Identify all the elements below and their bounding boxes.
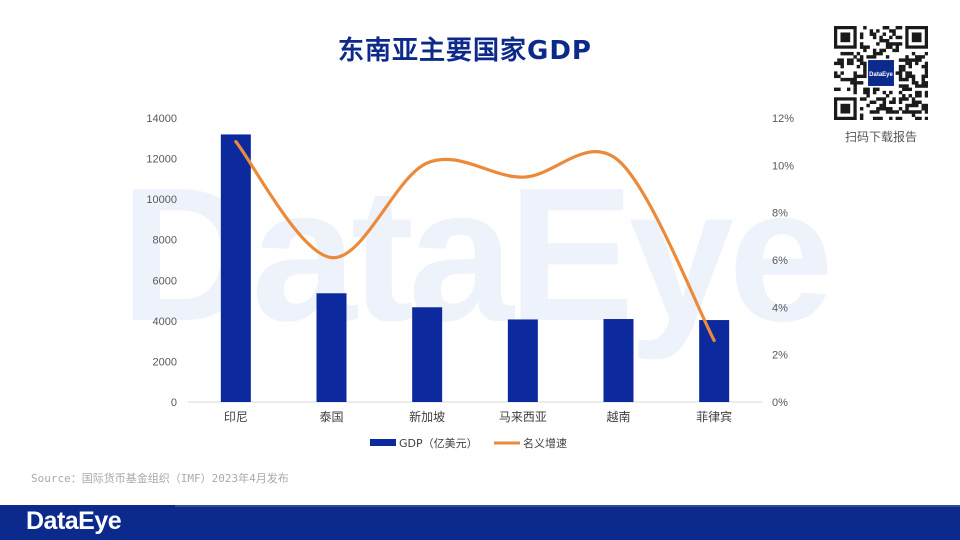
legend-label-gdp: GDP（亿美元） xyxy=(399,437,478,450)
x-tick-label: 泰国 xyxy=(319,410,343,424)
y-left-tick-label: 8000 xyxy=(153,235,177,247)
gdp-chart: 0 2000 4000 6000 8000 10000 12000 14000 0% 2% 4% 6%… xyxy=(146,113,794,450)
qr-caption: 扫码下载报告 xyxy=(844,130,917,144)
legend-label-growth: 名义增速 xyxy=(523,436,567,450)
page-title: 东南亚主要国家GDP xyxy=(338,36,592,66)
legend: GDP（亿美元） 名义增速 xyxy=(370,436,567,450)
x-tick-label: 菲律宾 xyxy=(696,409,732,424)
y-left-tick-label: 6000 xyxy=(153,275,177,287)
y-right-tick-label: 12% xyxy=(772,113,794,125)
y-right-tick-label: 2% xyxy=(772,350,788,362)
x-tick-label: 越南 xyxy=(606,409,630,424)
y-right-tick-label: 10% xyxy=(772,160,794,172)
legend-swatch-bar xyxy=(370,439,396,446)
footer-logo: DataEye xyxy=(26,507,122,535)
y-left-tick-label: 14000 xyxy=(146,113,177,125)
source-note: Source：国际货币基金组织（IMF）2023年4月发布 xyxy=(31,472,289,485)
bar-新加坡 xyxy=(412,307,443,402)
footer-divider xyxy=(175,505,960,507)
bar-马来西亚 xyxy=(507,319,538,402)
y-left-tick-label: 2000 xyxy=(153,356,177,368)
qr-finder-3 xyxy=(834,97,857,120)
bar-越南 xyxy=(603,319,634,402)
y-right-tick-label: 6% xyxy=(772,255,788,267)
growth-line xyxy=(234,140,716,343)
bar-泰国 xyxy=(316,293,347,402)
qr-center-label: DataEye xyxy=(869,72,893,78)
y-left-tick-label: 4000 xyxy=(153,316,177,328)
y-left-tick-label: 10000 xyxy=(146,194,177,206)
bar-菲律宾 xyxy=(699,320,730,402)
y-right-tick-label: 8% xyxy=(772,208,788,220)
footer-bar: DataEye xyxy=(0,505,960,540)
x-tick-label: 新加坡 xyxy=(409,409,445,424)
qr-code[interactable]: DataEye xyxy=(834,26,928,120)
y-right-tick-label: 0% xyxy=(772,397,788,409)
x-tick-label: 印尼 xyxy=(224,410,248,424)
y-right-tick-label: 4% xyxy=(772,302,788,314)
qr-center-logo xyxy=(868,60,894,86)
x-tick-label: 马来西亚 xyxy=(499,410,547,424)
y-left-tick-label: 12000 xyxy=(146,154,177,166)
qr-finder-1 xyxy=(834,26,857,49)
bar-印尼 xyxy=(220,134,251,402)
qr-finder-2 xyxy=(905,26,928,49)
y-left-tick-label: 0 xyxy=(171,397,177,409)
